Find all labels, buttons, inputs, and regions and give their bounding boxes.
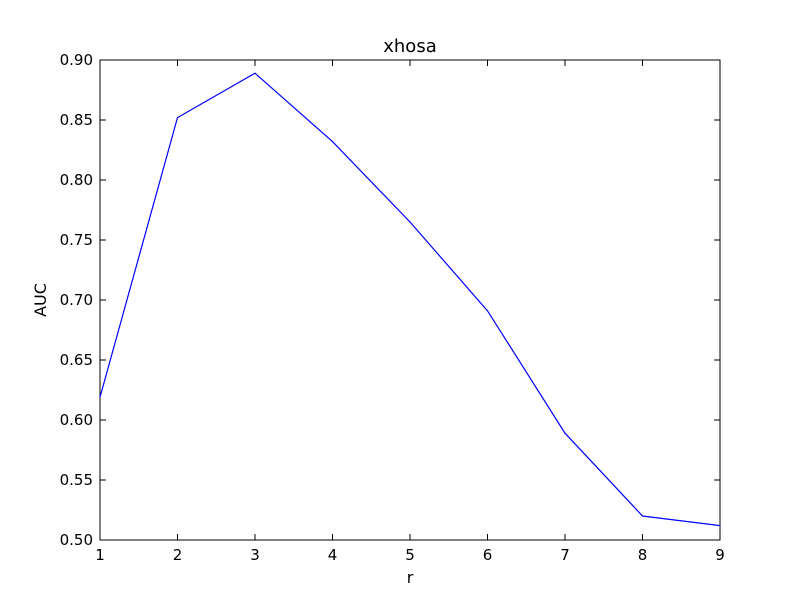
y-tick-label: 0.85	[60, 111, 93, 129]
y-tick-label: 0.90	[60, 51, 93, 69]
series-layer	[99, 72, 721, 527]
y-tick-label: 0.50	[60, 531, 93, 549]
y-tick-label: 0.60	[60, 411, 93, 429]
y-axis: 0.50 0.55 0.60 0.65 0.70 0.75 0.80 0.85 0.90	[60, 51, 720, 549]
x-tick-label: 6	[483, 546, 493, 564]
x-axis-label: r	[407, 568, 414, 587]
data-point	[486, 310, 489, 312]
x-tick-label: 2	[173, 546, 183, 564]
x-tick-label: 5	[405, 546, 415, 564]
y-tick-label: 0.80	[60, 171, 93, 189]
data-point	[331, 141, 334, 143]
data-point	[176, 117, 179, 119]
y-tick-label: 0.75	[60, 231, 93, 249]
data-point	[409, 221, 411, 223]
x-tick-label: 7	[560, 546, 570, 564]
data-point	[719, 525, 721, 527]
x-axis: 1 2 3 4 5 6 7 8 9	[95, 60, 725, 564]
data-point	[641, 515, 644, 517]
x-tick-label: 4	[328, 546, 338, 564]
x-tick-label: 8	[638, 546, 648, 564]
x-tick-label: 1	[95, 546, 105, 564]
y-tick-label: 0.55	[60, 471, 93, 489]
x-tick-label: 3	[250, 546, 260, 564]
x-tick-label: 9	[715, 546, 725, 564]
y-tick-label: 0.65	[60, 351, 93, 369]
data-point	[254, 72, 256, 74]
y-axis-label: AUC	[31, 283, 50, 317]
chart-title: xhosa	[383, 36, 436, 57]
y-tick-label: 0.70	[60, 291, 93, 309]
data-point	[564, 432, 566, 434]
data-point	[99, 396, 101, 398]
